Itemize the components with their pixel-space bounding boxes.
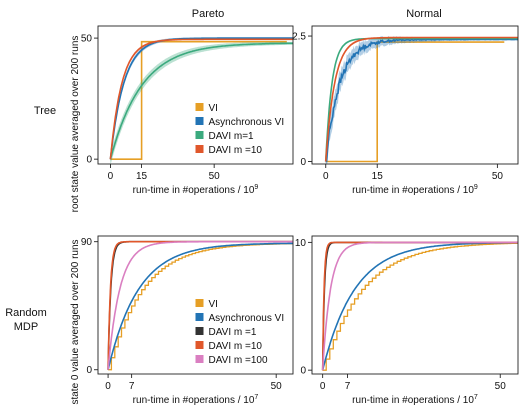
band-davi-m-10 [110,39,293,162]
plot-area [107,240,293,371]
y-tick-label: 2.5 [292,32,306,43]
series-asynchronous-vi [325,38,518,163]
series-asynchronous-vi [107,242,293,370]
x-tick-label: 0 [323,171,329,182]
col-title-pareto: Pareto [192,8,224,20]
ylabel-tree: root state value averaged over 200 runs [70,36,81,213]
y-tick-label: 90 [81,237,93,248]
series-davi-m-100 [107,240,293,370]
legend-swatch-davi-m-1 [195,327,204,335]
legend-label-davi-m-1: DAVI m=1 [209,131,255,142]
legend-swatch-asynchronous-vi [195,117,204,125]
legend-label-davi-m-100: DAVI m =100 [209,355,268,366]
x-tick-label: 15 [372,171,384,182]
series-davi-m-100 [321,241,518,371]
x-tick-label: 50 [209,171,221,182]
panel-tree-pareto: 0 15 50 0 50 run-time in #operations / 109 VI A… [81,25,294,196]
legend-label-asynchronous-vi: Asynchronous VI [209,313,285,324]
panel-tree-normal: 0 15 50 0 2.5 run-time in #operations / 109 [292,25,519,196]
band-asynchronous-vi [110,37,293,163]
series-vi [322,242,518,371]
x-tick-label: 0 [320,381,326,392]
plot-area [321,241,518,371]
x-axis-label: run-time in #operations / 109 [133,184,259,196]
legend-swatch-davi-m-100 [195,355,204,363]
series-davi-m-1 [109,42,293,160]
legend-label-davi-m-1: DAVI m =1 [209,327,257,338]
legend-swatch-davi-m-10 [195,145,204,153]
plot-frame [311,235,519,375]
legend-label-davi-m-10: DAVI m =10 [209,145,263,156]
y-tick-label: 0 [86,365,92,376]
series-davi-m-1 [321,241,518,371]
series-davi-m-10 [321,241,518,371]
series-asynchronous-vi [109,37,293,160]
y-tick-label: 50 [81,34,93,45]
legend-swatch-vi [195,299,204,307]
x-tick-label: 50 [271,381,283,392]
legend-label-davi-m-10: DAVI m =10 [209,341,263,352]
legend-swatch-davi-m-1 [195,131,204,139]
legend-swatch-asynchronous-vi [195,313,204,321]
x-tick-label: 7 [129,381,135,392]
series-davi-m-10 [324,36,518,162]
y-tick-label: 0 [300,366,306,377]
plot-frame [97,235,294,375]
plot-area [324,35,518,164]
col-title-normal: Normal [406,8,441,20]
row-label-tree: Tree [34,105,56,117]
series-davi-m-1 [324,37,518,162]
series-davi-m-10 [109,38,293,160]
series-vi [110,40,287,160]
row-label-random: Random [5,307,47,319]
x-tick-label: 0 [105,381,111,392]
band-davi-m-1 [110,41,293,164]
y-tick-label: 10 [295,238,307,249]
legend-swatch-vi [195,103,204,111]
plot-area [109,37,293,164]
legend-swatch-davi-m-10 [195,341,204,349]
ylabel-mdp: state 0 value averaged over 200 runs [70,239,81,404]
legend-label-vi: VI [209,299,218,310]
row-label-mdp: MDP [14,321,38,333]
x-axis-label: run-time in #operations / 107 [133,394,259,406]
y-tick-label: 0 [86,155,92,166]
series-vi [325,41,505,163]
x-tick-label: 50 [492,171,504,182]
legend-label-asynchronous-vi: Asynchronous VI [209,117,285,128]
x-tick-label: 50 [495,381,507,392]
panel-mdp-normal: 0 7 50 0 10 run-time in #operations / 107 [295,235,519,406]
legend-label-vi: VI [209,103,218,114]
x-tick-label: 7 [345,381,351,392]
plot-frame [311,25,519,165]
series-asynchronous-vi [321,241,518,371]
x-axis-label: run-time in #operations / 107 [352,394,478,406]
x-axis-label: run-time in #operations / 109 [352,184,478,196]
panel-mdp-pareto: 0 7 50 0 90 run-time in #operations / 107 VI As… [81,235,294,406]
x-tick-label: 15 [136,171,148,182]
x-tick-label: 0 [108,171,114,182]
y-tick-label: 0 [300,157,306,168]
plot-frame [97,25,294,165]
